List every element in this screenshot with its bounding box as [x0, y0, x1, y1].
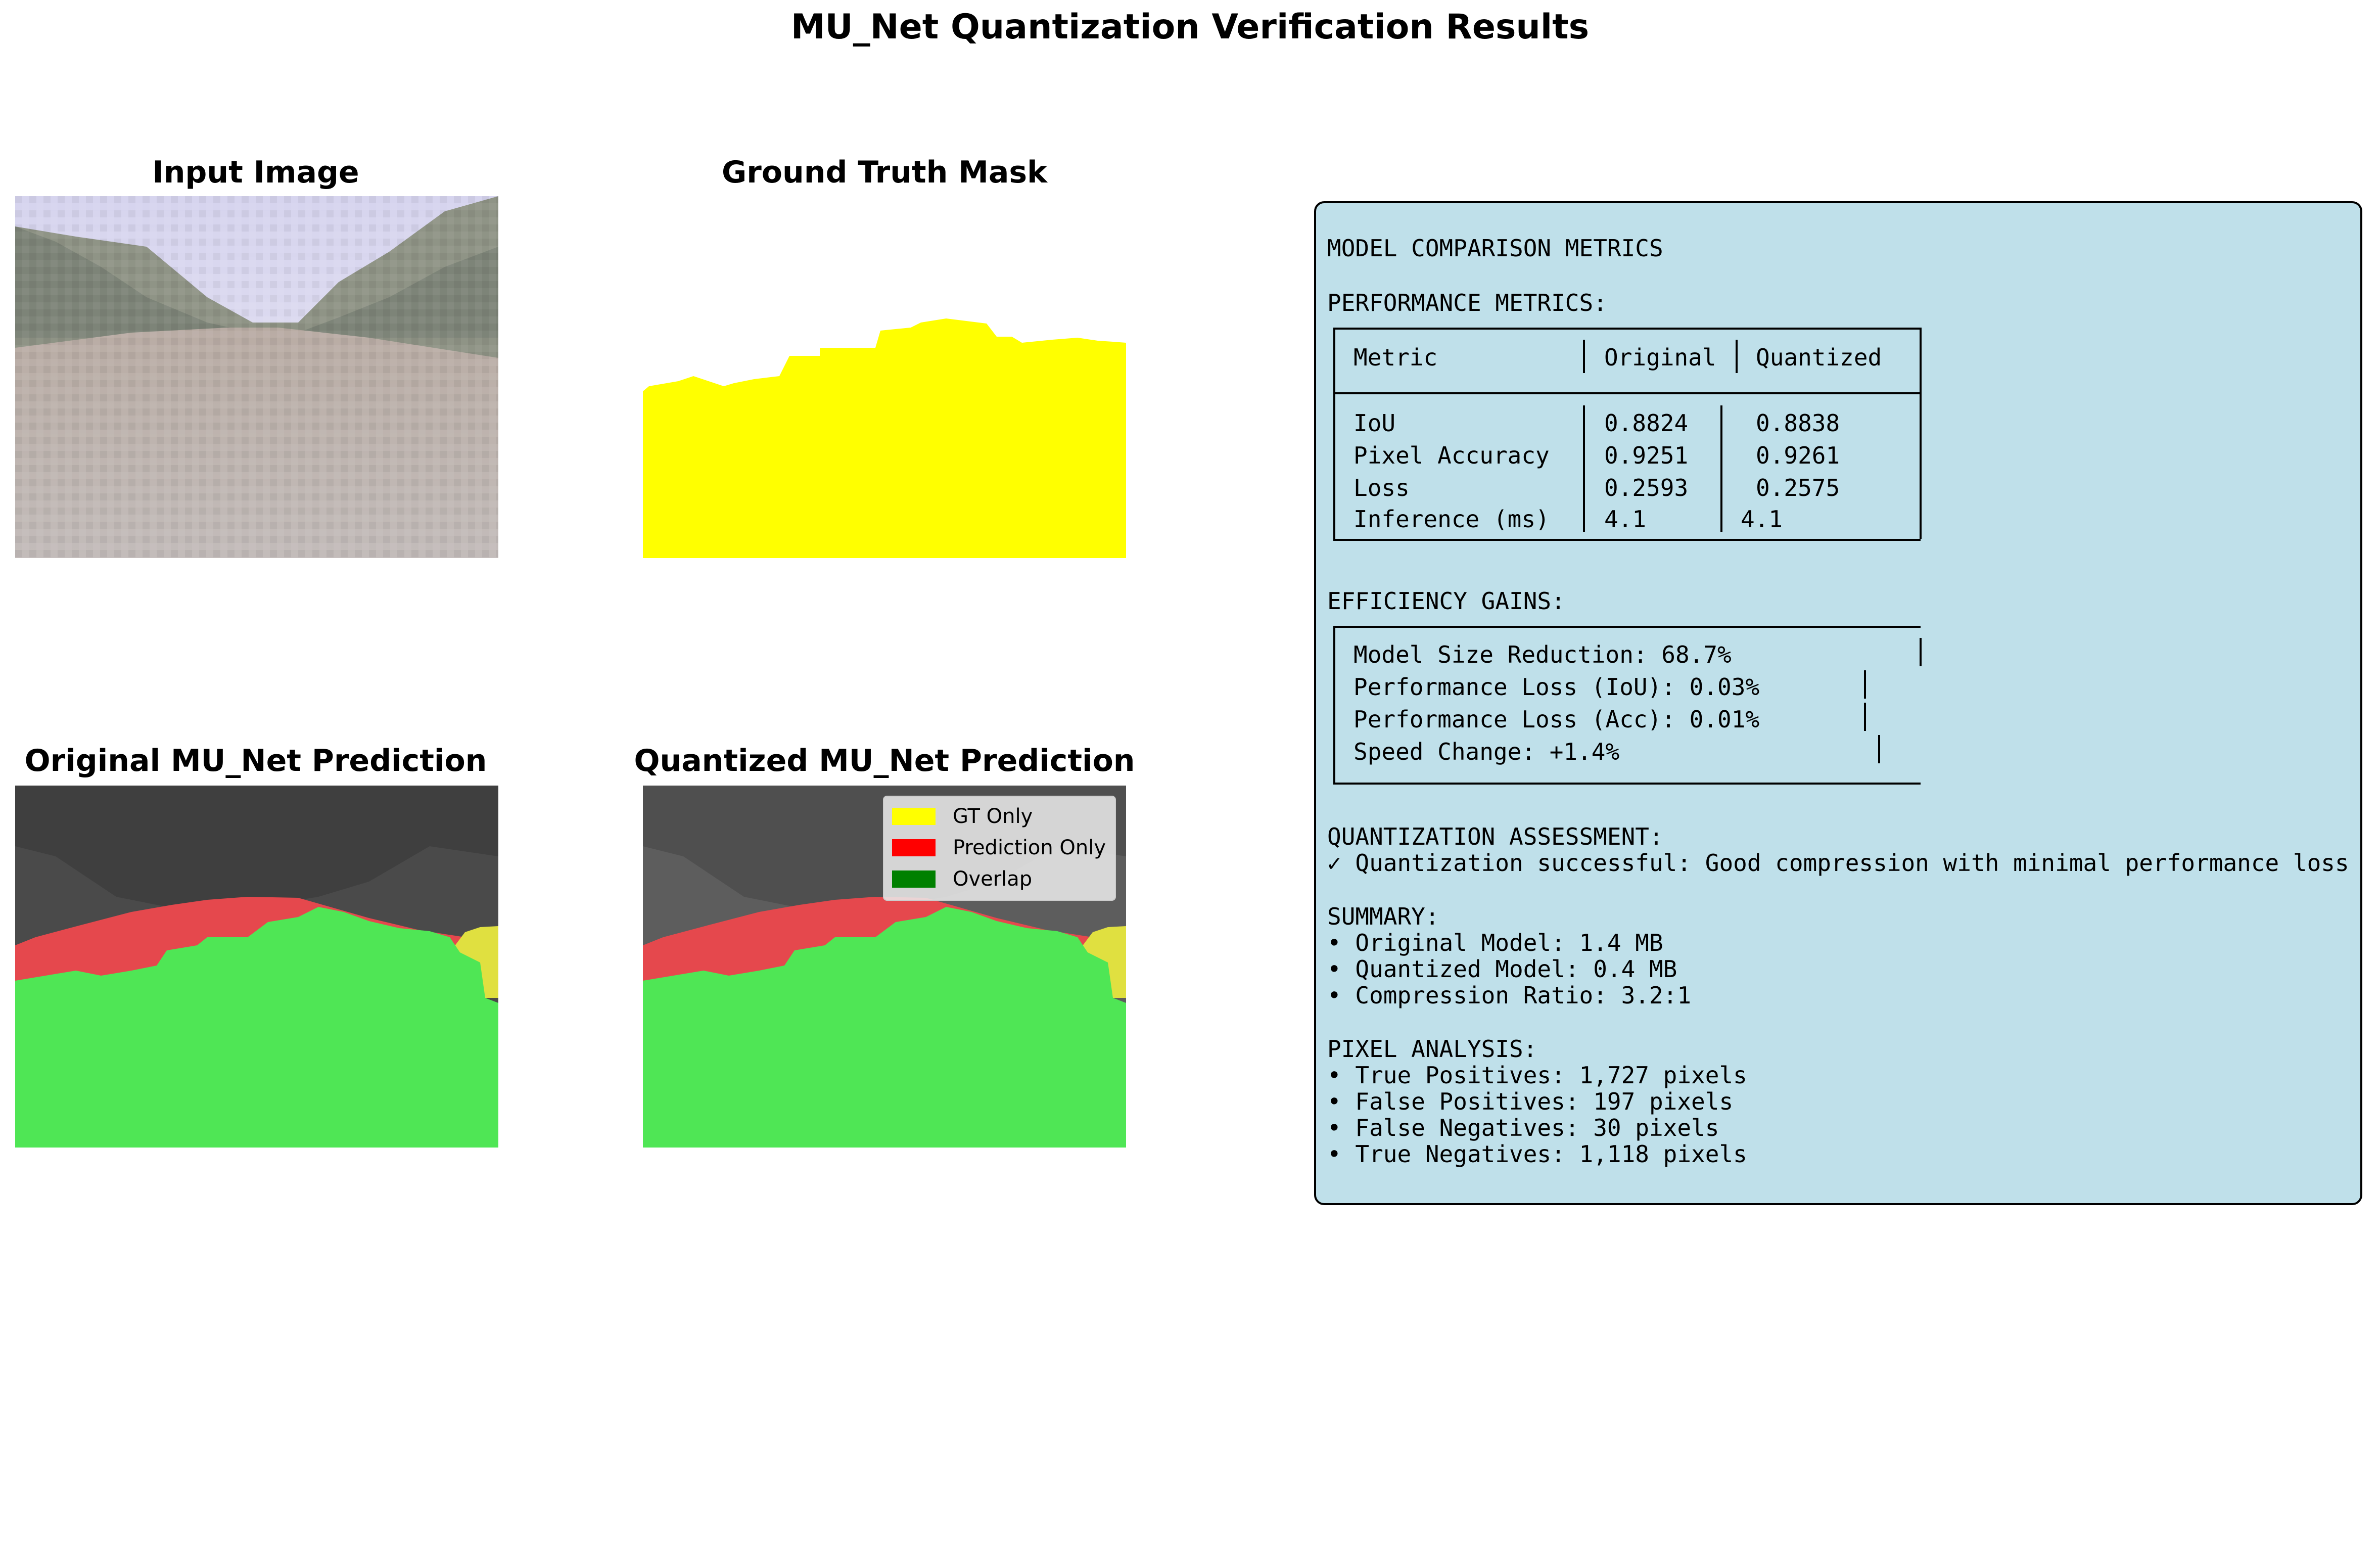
pixel-analysis-item: • False Negatives: 30 pixels: [1327, 1114, 1719, 1141]
table-cell: 4.1: [1741, 506, 1783, 533]
original-prediction-title: Original MU_Net Prediction: [24, 743, 487, 778]
table-cell: Loss: [1354, 474, 1410, 501]
efficiency-top-border: [1333, 626, 1921, 628]
summary-item: • Compression Ratio: 3.2:1: [1327, 982, 1692, 1009]
table-cell: Inference (ms): [1354, 506, 1550, 533]
legend-item-overlap: Overlap: [892, 863, 1106, 895]
pixel-analysis-item: • True Negatives: 1,118 pixels: [1327, 1140, 1747, 1168]
table-header-divider: [1333, 392, 1921, 394]
pixel-analysis-item: • True Positives: 1,727 pixels: [1327, 1062, 1747, 1089]
legend-item-gt-only: GT Only: [892, 801, 1106, 832]
efficiency-title: EFFICIENCY GAINS:: [1327, 587, 1565, 615]
table-cell: 4.1: [1604, 506, 1647, 533]
ground-truth-mask: [643, 196, 1126, 558]
summary-item: • Quantized Model: 0.4 MB: [1327, 955, 1677, 983]
figure-title: MU_Net Quantization Verification Results: [790, 7, 1590, 47]
efficiency-bottom-border: [1333, 783, 1921, 785]
summary-title: SUMMARY:: [1327, 903, 1439, 930]
input-image: [15, 196, 498, 558]
table-cell: 0.9261: [1756, 442, 1840, 469]
table-top-border: [1333, 328, 1921, 330]
table-cell: 0.2593: [1604, 474, 1689, 501]
legend-swatch-overlap: [892, 870, 936, 888]
overlap-region: [15, 907, 498, 1148]
table-bottom-border: [1333, 539, 1921, 541]
input-image-title: Input Image: [152, 155, 359, 190]
performance-title: PERFORMANCE METRICS:: [1327, 289, 1607, 316]
efficiency-item: Speed Change: +1.4%: [1354, 738, 1620, 765]
table-cell: 0.8838: [1756, 409, 1840, 437]
efficiency-item: Performance Loss (Acc): 0.01%: [1354, 706, 1760, 733]
table-header-original: Original: [1604, 344, 1716, 371]
table-cell: 0.2575: [1756, 474, 1840, 501]
summary-item: • Original Model: 1.4 MB: [1327, 929, 1663, 956]
legend-swatch-prediction-only: [892, 839, 936, 856]
table-header-metric: Metric: [1354, 344, 1438, 371]
legend-swatch-gt-only: [892, 808, 936, 825]
table-cell: 0.8824: [1604, 409, 1689, 437]
legend: GT Only Prediction Only Overlap: [882, 796, 1116, 901]
efficiency-item: Model Size Reduction: 68.7%: [1354, 641, 1732, 668]
legend-item-prediction-only: Prediction Only: [892, 832, 1106, 863]
assessment-title: QUANTIZATION ASSESSMENT:: [1327, 823, 1663, 850]
table-cell: IoU: [1354, 409, 1396, 437]
table-cell: 0.9251: [1604, 442, 1689, 469]
ground-truth-region: [643, 318, 1126, 558]
metrics-header: MODEL COMPARISON METRICS: [1327, 235, 1663, 262]
table-cell: Pixel Accuracy: [1354, 442, 1550, 469]
metrics-panel: MODEL COMPARISON METRICS PERFORMANCE MET…: [1314, 201, 2362, 1205]
pixel-analysis-item: • False Positives: 197 pixels: [1327, 1088, 1734, 1115]
quantized-prediction: GT Only Prediction Only Overlap: [643, 786, 1126, 1148]
pixel-analysis-title: PIXEL ANALYSIS:: [1327, 1035, 1537, 1063]
original-prediction: [15, 786, 498, 1148]
efficiency-item: Performance Loss (IoU): 0.03%: [1354, 673, 1760, 701]
ground-truth-title: Ground Truth Mask: [721, 155, 1048, 190]
quantized-prediction-title: Quantized MU_Net Prediction: [634, 743, 1135, 778]
assessment-text: ✓ Quantization successful: Good compress…: [1327, 849, 2349, 877]
table-header-quantized: Quantized: [1756, 344, 1882, 371]
